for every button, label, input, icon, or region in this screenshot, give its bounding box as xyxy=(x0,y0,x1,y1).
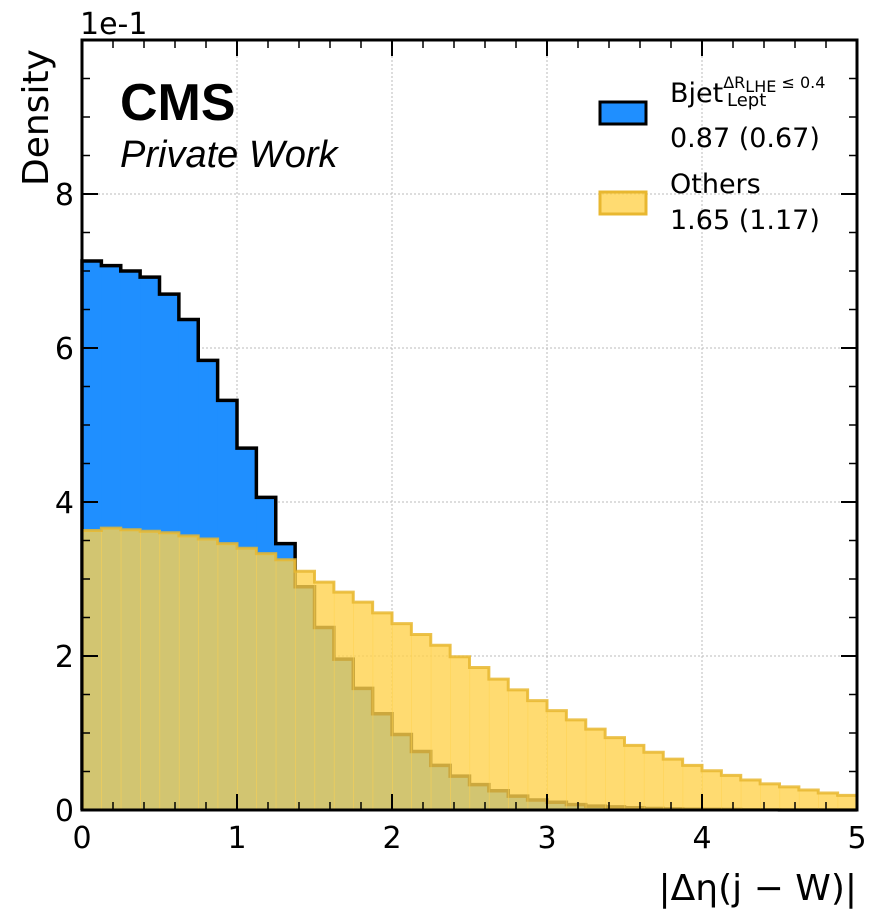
cms-label: CMS xyxy=(120,74,236,132)
x-tick-label-0: 0 xyxy=(72,821,91,856)
bar-others-33 xyxy=(721,775,742,810)
bar-others-17 xyxy=(411,634,432,810)
y-tick-label-2: 4 xyxy=(55,486,74,521)
legend-bjet-sup-sub: LHE xyxy=(745,77,776,96)
x-tick-label-3: 3 xyxy=(537,821,556,856)
x-tick-label-4: 4 xyxy=(692,821,711,856)
bar-others-11 xyxy=(295,571,316,810)
bar-others-31 xyxy=(682,765,703,810)
bar-others-15 xyxy=(372,612,393,810)
y-ticks: 0 2 4 6 8 xyxy=(55,39,857,829)
bar-others-21 xyxy=(488,679,509,810)
legend-swatch-bjet xyxy=(598,100,648,126)
bar-others-3 xyxy=(140,531,161,810)
legend-bjet-sup-tail: ≤ 0.4 xyxy=(776,73,825,92)
bar-others-1 xyxy=(101,528,122,810)
bar-others-12 xyxy=(314,582,335,810)
y-tick-label-1: 2 xyxy=(55,640,74,675)
bar-others-30 xyxy=(663,759,684,810)
bar-others-14 xyxy=(353,602,374,810)
bar-others-29 xyxy=(643,752,664,810)
bar-others-0 xyxy=(82,530,102,810)
legend-stats-bjet: 0.87 (0.67) xyxy=(670,123,820,154)
legend-label-bjet: BjetΔRLHE ≤ 0.4 xyxy=(670,73,825,109)
series-others xyxy=(80,526,858,810)
bar-others-22 xyxy=(508,689,529,810)
bar-others-27 xyxy=(605,737,626,810)
legend-bjet-sup: ΔR xyxy=(723,73,745,92)
y-tick-label-4: 8 xyxy=(55,178,74,213)
y-offset-label: 1e-1 xyxy=(80,7,147,42)
bar-others-10 xyxy=(275,559,296,810)
bar-others-13 xyxy=(333,592,354,810)
legend-stats-others: 1.65 (1.17) xyxy=(670,205,820,236)
bar-others-19 xyxy=(450,656,471,810)
step-outline-others xyxy=(80,526,857,810)
bar-others-23 xyxy=(527,700,548,810)
x-tick-label-2: 2 xyxy=(382,821,401,856)
legend-bjet-base: Bjet xyxy=(670,78,723,109)
bar-others-7 xyxy=(217,543,238,810)
legend: BjetΔRLHE ≤ 0.4 Lept 0.87 (0.67) Others … xyxy=(598,73,825,236)
bar-others-38 xyxy=(818,793,839,810)
bar-others-18 xyxy=(430,645,451,810)
private-work-label: Private Work xyxy=(120,134,339,176)
legend-bjet-sub: Lept xyxy=(727,90,766,111)
bar-others-34 xyxy=(740,779,761,810)
bar-others-24 xyxy=(547,710,567,810)
y-tick-label-3: 6 xyxy=(55,332,74,367)
bar-others-2 xyxy=(120,529,141,810)
legend-swatch-others xyxy=(598,190,648,216)
bar-others-4 xyxy=(159,532,180,810)
x-tick-label-1: 1 xyxy=(227,821,246,856)
bar-others-5 xyxy=(178,535,199,810)
x-axis-label: |Δη(j − W)| xyxy=(659,868,857,909)
x-ticks: 0 1 2 3 4 5 xyxy=(72,40,867,856)
bar-others-28 xyxy=(624,745,645,810)
bar-others-16 xyxy=(392,623,412,810)
bar-others-8 xyxy=(237,548,257,810)
bar-others-20 xyxy=(469,667,490,810)
bar-others-26 xyxy=(585,729,606,810)
bar-others-36 xyxy=(779,786,800,810)
bar-others-39 xyxy=(837,795,858,810)
bar-others-37 xyxy=(798,789,819,810)
bar-others-32 xyxy=(702,770,722,810)
y-axis-label: Density xyxy=(16,49,57,186)
bar-others-6 xyxy=(198,538,219,810)
bar-others-35 xyxy=(760,783,781,810)
bar-others-25 xyxy=(566,719,587,810)
x-tick-label-5: 5 xyxy=(847,821,866,856)
legend-label-others: Others xyxy=(670,169,761,200)
bar-others-9 xyxy=(256,553,277,810)
y-tick-label-0: 0 xyxy=(55,794,74,829)
